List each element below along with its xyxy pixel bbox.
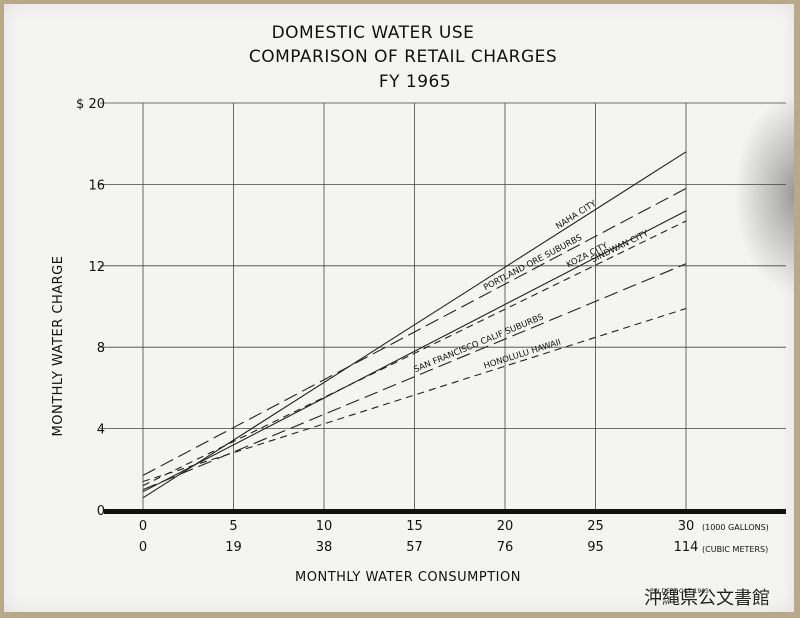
y-tick-label: 8: [97, 341, 105, 356]
x-tick-label-gallons: 30: [678, 519, 695, 534]
x-tick-label-gallons: 20: [497, 519, 514, 534]
grid: [100, 102, 786, 510]
series-line-honolulu-hawaii: [142, 308, 687, 483]
x-unit-gallons: (1000 GALLONS): [702, 523, 769, 532]
series-line-sindwan-city: [142, 220, 687, 487]
x-unit-cubic-meters: (CUBIC METERS): [702, 545, 768, 554]
series-label: NAHA CITY: [554, 198, 599, 232]
x-tick-label-cubic-meters: 57: [406, 540, 423, 555]
x-tick-label-cubic-meters: 95: [587, 540, 604, 555]
series-lines: [142, 151, 687, 499]
y-tick-label: 0: [97, 504, 105, 519]
x-axis-bar: [104, 509, 786, 514]
x-tick-label-gallons: 15: [406, 519, 423, 534]
series-line-san-francisco-calif-suburbs: [142, 263, 687, 491]
chart-title-line-1: DOMESTIC WATER USE: [272, 23, 475, 43]
x-tick-label-gallons: 0: [139, 519, 147, 534]
y-tick-label: 12: [88, 260, 105, 275]
y-tick-label: 16: [88, 178, 105, 193]
x-tick-label-cubic-meters: 0: [139, 540, 147, 555]
y-tick-label: 4: [97, 423, 105, 438]
x-tick-labels-gallons: 0 5 10 15 20 25 30: [139, 519, 694, 534]
edge-shadow: [734, 94, 794, 294]
series-line-koza-city: [142, 210, 687, 493]
chart-title-line-3: FY 1965: [379, 72, 451, 92]
chart-title-line-2: COMPARISON OF RETAIL CHARGES: [249, 47, 557, 67]
y-tick-label: $ 20: [76, 97, 105, 112]
series-line-naha-city: [142, 151, 687, 499]
x-tick-label-cubic-meters: 114: [674, 540, 699, 555]
y-axis-label: MONTHLY WATER CHARGE: [51, 256, 66, 437]
x-tick-label-cubic-meters: 38: [316, 540, 333, 555]
x-tick-label-gallons: 25: [587, 519, 604, 534]
x-axis-label: MONTHLY WATER CONSUMPTION: [295, 570, 521, 585]
x-tick-label-gallons: 5: [229, 519, 237, 534]
series-line-portland-ore-suburbs: [142, 187, 687, 476]
x-tick-label-gallons: 10: [316, 519, 333, 534]
x-tick-label-cubic-meters: 19: [225, 540, 242, 555]
archive-watermark: 沖縄県公文書館: [644, 588, 770, 609]
footnote: PW DEPT OCT 1965: [650, 588, 709, 595]
x-tick-label-cubic-meters: 76: [497, 540, 514, 555]
y-tick-labels: 0 4 8 12 16 $ 20: [76, 97, 105, 519]
x-tick-labels-cubic-meters: 0 19 38 57 76 95 114: [139, 540, 699, 555]
series-label: HONOLULU HAWAII: [483, 338, 563, 372]
